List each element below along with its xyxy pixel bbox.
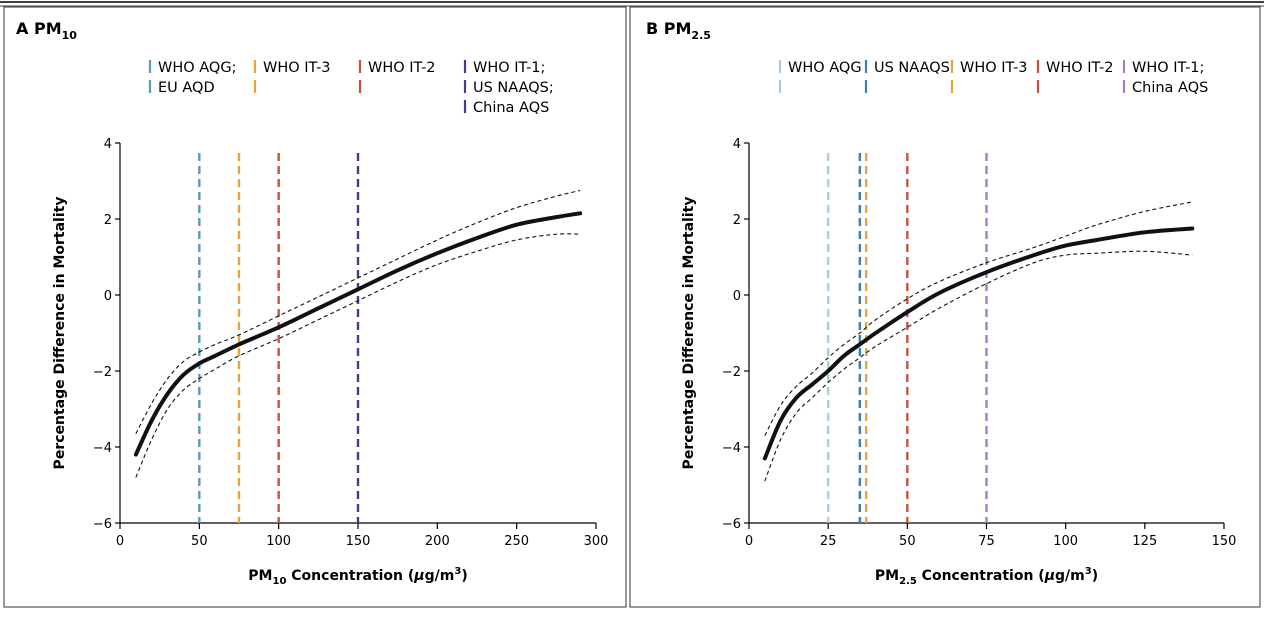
panel-a-y-tick-label: 0 — [104, 289, 112, 304]
panel-a: A PM10 WHO AQG; EU AQD WHO IT-3 WHO IT-2 WHO … — [3, 6, 627, 608]
panel-a-legend-entry: WHO IT-3 — [253, 60, 331, 93]
panel-b-y-tick-label: −4 — [722, 441, 741, 456]
panel-a-legend-label: China AQS — [473, 100, 549, 116]
panel-b-y-axis-title: Percentage Difference in Mortality — [681, 197, 697, 470]
panel-a-pollutant: PM — [28, 19, 61, 38]
panel-a-y-tick-label: 4 — [104, 137, 112, 152]
panel-a-legend-entry: WHO IT-1; US NAAQS; China AQS — [463, 60, 554, 116]
panel-b-x-tick-label: 75 — [978, 534, 995, 549]
panel-a-title: A PM10 — [16, 19, 77, 42]
panel-b-y-tick-label: 4 — [733, 137, 741, 152]
panel-a-x-tick-label: 150 — [346, 534, 371, 549]
panel-b-x-tick-label: 0 — [745, 534, 753, 549]
panel-a-y-tick-label: −6 — [93, 517, 112, 532]
panel-b-x-tick-label: 150 — [1212, 534, 1237, 549]
panel-a-estimate-line — [133, 211, 583, 457]
panel-b-legend-label: WHO AQG — [788, 60, 862, 76]
panel-a-y-tick-label: 2 — [104, 213, 112, 228]
panel-b-x-axis-title: PM2.5 Concentration (μg/m3) — [875, 566, 1098, 587]
panel-a-y-tick-label: −2 — [93, 365, 112, 380]
panel-a-x-axis-title: PM10 Concentration (μg/m3) — [248, 566, 467, 587]
panel-a-pollutant-sub: 10 — [62, 29, 78, 42]
panel-a-y-axis-title: Percentage Difference in Mortality — [52, 197, 68, 470]
panel-b-legend-entry: US NAAQS — [864, 60, 950, 93]
panel-a-legend-label: WHO AQG; — [158, 60, 236, 76]
panel-a-legend-label: WHO IT-3 — [263, 60, 331, 76]
panel-b-legend-entry: WHO AQG — [778, 60, 862, 93]
panel-a-legend-label: US NAAQS; — [473, 80, 554, 96]
panel-a-x-tick-label: 0 — [116, 534, 124, 549]
panel-b-lower-ci-line — [764, 250, 1193, 482]
panel-b-pollutant-sub: 2.5 — [691, 29, 711, 42]
panel-a-x-tick-label: 250 — [504, 534, 529, 549]
panel-a-x-tick-label: 100 — [266, 534, 291, 549]
panel-b: B PM2.5 WHO AQG US NAAQS WHO IT-3 WHO IT-2 WH… — [629, 6, 1261, 608]
panel-b-y-tick-label: −2 — [722, 365, 741, 380]
panel-b-estimate-line — [762, 226, 1195, 461]
panel-b-legend-entry: WHO IT-2 — [1036, 60, 1114, 93]
panel-b-legend-label: WHO IT-1; — [1132, 60, 1204, 76]
panel-b-legend-label: WHO IT-3 — [960, 60, 1028, 76]
panel-b-x-tick-label: 100 — [1053, 534, 1078, 549]
panel-a-x-tick-label: 50 — [191, 534, 208, 549]
panel-b-letter: B — [646, 19, 658, 38]
panel-b-x-tick-label: 50 — [899, 534, 916, 549]
panel-a-x-tick-label: 200 — [425, 534, 450, 549]
panel-b-y-tick-label: 0 — [733, 289, 741, 304]
panel-b-upper-ci-line — [764, 201, 1193, 436]
panel-b-legend-label: US NAAQS — [874, 60, 950, 76]
panel-b-x-tick-label: 125 — [1132, 534, 1157, 549]
panel-b-x-tick-label: 25 — [820, 534, 837, 549]
panel-a-legend-label: EU AQD — [158, 80, 215, 96]
panel-b-pollutant: PM — [658, 19, 691, 38]
panel-b-title: B PM2.5 — [646, 19, 711, 42]
panel-a-legend-label: WHO IT-2 — [368, 60, 436, 76]
panel-a-frame — [3, 6, 627, 608]
panel-a-legend-entry: WHO IT-2 — [358, 60, 436, 93]
panel-b-legend-entry: WHO IT-1; China AQS — [1122, 60, 1208, 96]
panel-b-y-tick-label: −6 — [722, 517, 741, 532]
panel-a-legend-entry: WHO AQG; EU AQD — [148, 60, 236, 96]
panel-a-letter: A — [16, 19, 29, 38]
panel-b-y-tick-label: 2 — [733, 213, 741, 228]
panel-a-x-tick-label: 300 — [584, 534, 609, 549]
panel-a-y-tick-label: −4 — [93, 441, 112, 456]
panel-a-legend-label: WHO IT-1; — [473, 60, 545, 76]
panel-b-legend-label: WHO IT-2 — [1046, 60, 1114, 76]
panel-b-legend-entry: WHO IT-3 — [950, 60, 1028, 93]
panel-b-frame — [629, 6, 1261, 608]
panel-b-legend-label: China AQS — [1132, 80, 1208, 96]
